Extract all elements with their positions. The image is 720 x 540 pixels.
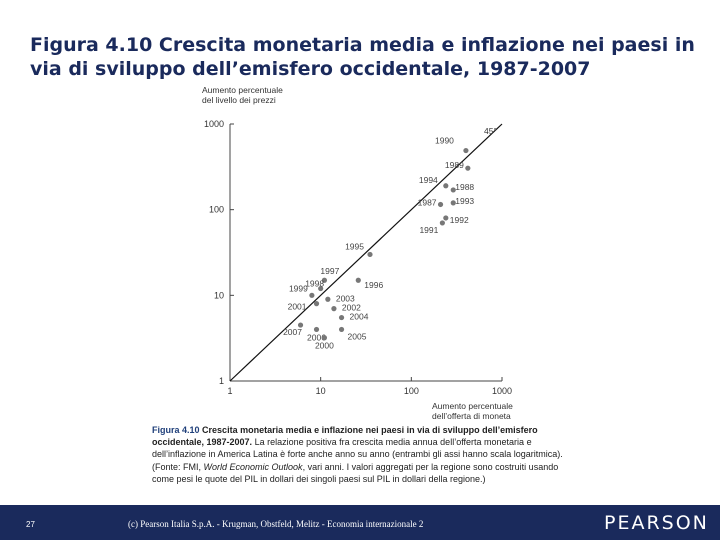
point-label-2000: 2000 [315, 341, 334, 351]
data-point-1991 [439, 220, 445, 226]
x-tick-label: 1 [227, 386, 232, 396]
point-label-2004: 2004 [350, 312, 369, 322]
data-point-1989 [465, 165, 471, 171]
point-label-1987: 1987 [418, 197, 437, 207]
point-label-2002: 2002 [342, 303, 361, 313]
caption-body-end: , vari anni. I valori aggregati per la r… [152, 461, 559, 484]
data-point-2000 [321, 335, 328, 341]
point-label-1994: 1994 [419, 175, 438, 185]
y-axis-label: del livello dei prezzi [202, 95, 276, 105]
point-label-2003: 2003 [336, 293, 355, 303]
point-label-1996: 1996 [364, 280, 383, 290]
caption-title: Crescita monetaria media e inflazione ne… [152, 425, 538, 448]
slide-title: Figura 4.10 Crescita monetaria media e i… [30, 33, 710, 81]
y-tick-label: 10 [214, 290, 224, 300]
y-tick-label: 100 [209, 205, 224, 215]
point-label-1992: 1992 [450, 215, 469, 225]
point-label-1990: 1990 [435, 136, 454, 146]
data-point-1988 [450, 187, 456, 193]
point-label-2001: 2001 [288, 302, 307, 312]
x-axis-label: Aumento percentuale [432, 401, 513, 411]
point-label-1989: 1989 [445, 160, 464, 170]
point-label-1998: 1998 [305, 279, 324, 289]
data-point-1992 [443, 215, 449, 221]
data-point-1990 [463, 147, 469, 154]
caption-source-title: World Economic Outlook [203, 461, 303, 472]
slide-title-bold: Crescita monetaria media e inflazione ne… [30, 34, 695, 80]
pearson-logo: PEARSON [604, 512, 709, 534]
reference-line-label: 45° [484, 126, 497, 136]
page-number: 27 [26, 520, 35, 529]
point-label-1997: 1997 [320, 266, 339, 276]
data-point-1999 [309, 292, 315, 298]
x-tick-label: 100 [404, 386, 419, 396]
data-point-2001 [313, 301, 320, 307]
point-label-1995: 1995 [345, 241, 364, 251]
data-point-1996 [355, 277, 361, 283]
data-point-2002 [331, 306, 337, 312]
point-label-2007: 2007 [283, 327, 302, 337]
slide-title-prefix: Figura 4.10 [30, 34, 159, 56]
data-point-2005 [338, 326, 345, 333]
data-point-1998 [318, 285, 324, 292]
data-point-1987 [437, 201, 444, 208]
data-point-1994 [443, 183, 449, 189]
data-point-2004 [338, 314, 345, 321]
point-label-1991: 1991 [419, 225, 438, 235]
data-point-1997 [321, 277, 328, 283]
point-label-2005: 2005 [348, 331, 367, 341]
data-point-2006 [313, 326, 320, 333]
caption-body-start: La relazione positiva fra crescita media… [152, 437, 563, 472]
data-point-2003 [325, 296, 331, 302]
copyright-text: (c) Pearson Italia S.p.A. - Krugman, Obs… [128, 519, 424, 529]
x-tick-label: 1000 [492, 386, 512, 396]
data-point-1995 [367, 251, 373, 258]
y-tick-label: 1000 [204, 119, 224, 129]
point-label-1999: 1999 [289, 283, 308, 293]
y-tick-label: 1 [219, 376, 224, 386]
point-label-2006: 2006 [307, 332, 326, 342]
data-point-1993 [450, 200, 456, 206]
x-axis-label: dell’offerta di moneta [432, 411, 511, 420]
point-label-1993: 1993 [455, 196, 474, 206]
data-point-2007 [297, 322, 304, 328]
point-label-1988: 1988 [455, 182, 474, 192]
x-tick-label: 10 [316, 386, 326, 396]
footer-bar: 27 (c) Pearson Italia S.p.A. - Krugman, … [0, 505, 720, 540]
figure-caption: Figura 4.10 Crescita monetaria media e i… [152, 424, 577, 485]
caption-label: Figura 4.10 [152, 425, 200, 435]
y-axis-label: Aumento percentuale [202, 85, 283, 95]
reference-line-45 [229, 123, 503, 382]
